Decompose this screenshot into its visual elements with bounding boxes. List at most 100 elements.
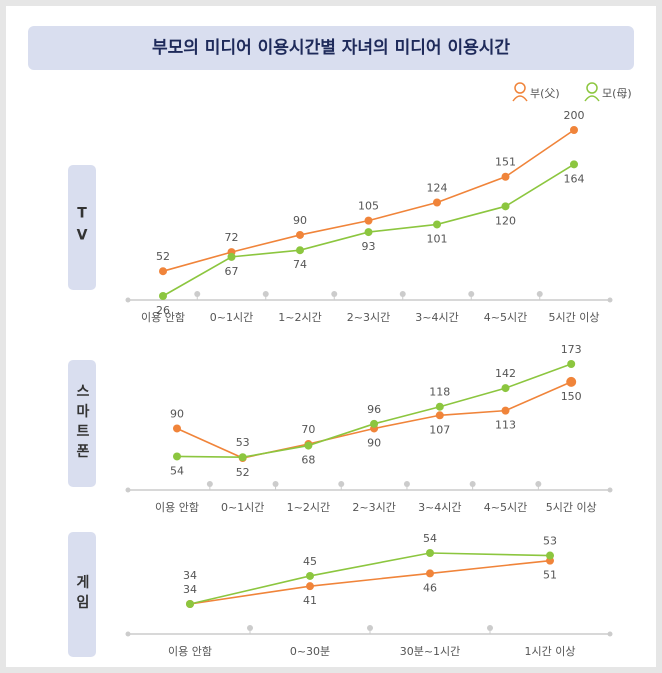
point bbox=[433, 220, 441, 229]
separator-dot bbox=[338, 481, 345, 487]
separator-dot bbox=[262, 291, 269, 297]
data-label: 74 bbox=[293, 258, 307, 271]
data-label: 90 bbox=[367, 436, 381, 449]
data-label: 90 bbox=[293, 214, 307, 227]
data-label: 151 bbox=[495, 156, 516, 169]
data-label: 34 bbox=[183, 569, 197, 582]
data-label: 70 bbox=[301, 423, 315, 436]
line bbox=[189, 552, 551, 605]
data-label: 52 bbox=[156, 250, 170, 263]
data-label: 200 bbox=[564, 109, 585, 122]
data-label: 105 bbox=[358, 200, 379, 213]
point bbox=[306, 582, 314, 591]
legend-icon bbox=[584, 95, 600, 102]
data-label: 164 bbox=[564, 172, 585, 185]
point bbox=[173, 424, 181, 433]
x-tick-label: 5시간 이상 bbox=[546, 501, 597, 514]
point bbox=[501, 384, 510, 393]
x-tick-label: 1시간 이상 bbox=[525, 645, 576, 658]
axis-end bbox=[607, 297, 613, 303]
point bbox=[173, 452, 181, 461]
data-label: 53 bbox=[236, 436, 250, 449]
data-label: 51 bbox=[543, 569, 557, 582]
separator-dot bbox=[468, 291, 475, 297]
axis-end bbox=[125, 631, 131, 637]
data-label: 54 bbox=[170, 464, 184, 477]
point bbox=[501, 202, 510, 211]
x-tick-label: 이용 안함 bbox=[155, 501, 199, 514]
x-tick-label: 0~30분 bbox=[290, 645, 330, 658]
separator-dot bbox=[535, 481, 542, 487]
data-label: 101 bbox=[427, 232, 448, 245]
data-label: 41 bbox=[303, 594, 317, 607]
point bbox=[433, 198, 441, 207]
x-tick-label: 2~3시간 bbox=[347, 311, 390, 324]
data-label: 26 bbox=[156, 304, 170, 317]
point bbox=[435, 402, 444, 411]
legend-icon bbox=[514, 82, 526, 94]
data-label: 93 bbox=[362, 240, 376, 253]
data-label: 72 bbox=[225, 231, 239, 244]
legend-label: 모(母) bbox=[602, 87, 632, 100]
separator-dot bbox=[469, 481, 476, 487]
data-label: 150 bbox=[561, 390, 582, 403]
legend-label: 부(父) bbox=[530, 87, 560, 100]
data-label: 45 bbox=[303, 555, 317, 568]
separator-dot bbox=[367, 625, 373, 631]
point bbox=[435, 411, 444, 420]
x-tick-label: 0~1시간 bbox=[221, 501, 264, 514]
point bbox=[238, 453, 247, 462]
point bbox=[566, 376, 577, 387]
side-label: TV bbox=[74, 206, 90, 250]
x-tick-label: 2~3시간 bbox=[352, 501, 395, 514]
data-label: 118 bbox=[429, 386, 450, 399]
x-tick-label: 1~2시간 bbox=[278, 311, 321, 324]
point bbox=[296, 230, 304, 239]
side-label-box bbox=[68, 532, 96, 657]
point bbox=[306, 571, 314, 580]
point bbox=[227, 252, 236, 261]
title-banner bbox=[28, 26, 634, 70]
separator-dot bbox=[206, 481, 213, 487]
point bbox=[570, 126, 578, 134]
data-label: 124 bbox=[427, 182, 448, 195]
separator-dot bbox=[272, 481, 279, 487]
x-tick-label: 3~4시간 bbox=[415, 311, 458, 324]
point bbox=[370, 419, 379, 428]
x-tick-label: 0~1시간 bbox=[210, 311, 253, 324]
separator-dot bbox=[536, 291, 543, 297]
x-tick-label: 4~5시간 bbox=[484, 501, 527, 514]
data-label: 67 bbox=[225, 265, 239, 278]
x-tick-label: 5시간 이상 bbox=[549, 311, 600, 324]
data-label: 53 bbox=[543, 535, 557, 548]
point bbox=[426, 549, 434, 557]
x-tick-label: 1~2시간 bbox=[287, 501, 330, 514]
x-tick-label: 4~5시간 bbox=[484, 311, 527, 324]
line bbox=[189, 559, 551, 605]
separator-dot bbox=[399, 291, 406, 297]
separator-dot bbox=[247, 625, 253, 631]
data-label: 54 bbox=[423, 532, 437, 545]
point bbox=[186, 600, 194, 608]
point bbox=[567, 360, 576, 368]
data-label: 52 bbox=[236, 466, 250, 479]
point bbox=[364, 216, 373, 225]
x-tick-label: 30분~1시간 bbox=[400, 645, 461, 658]
axis-end bbox=[125, 487, 131, 493]
side-label: 게임 bbox=[74, 575, 90, 615]
legend-icon bbox=[586, 82, 598, 94]
point bbox=[364, 228, 373, 237]
separator-dot bbox=[403, 481, 410, 487]
title: 부모의 미디어 이용시간별 자녀의 미디어 이용시간 bbox=[152, 38, 510, 58]
x-tick-label: 3~4시간 bbox=[418, 501, 461, 514]
data-label: 120 bbox=[495, 214, 516, 227]
x-tick-label: 이용 안함 bbox=[168, 645, 212, 658]
separator-dot bbox=[194, 291, 201, 297]
point bbox=[296, 246, 304, 255]
data-label: 107 bbox=[429, 423, 450, 436]
axis-end bbox=[607, 631, 613, 637]
point bbox=[159, 267, 167, 276]
point bbox=[304, 441, 313, 450]
